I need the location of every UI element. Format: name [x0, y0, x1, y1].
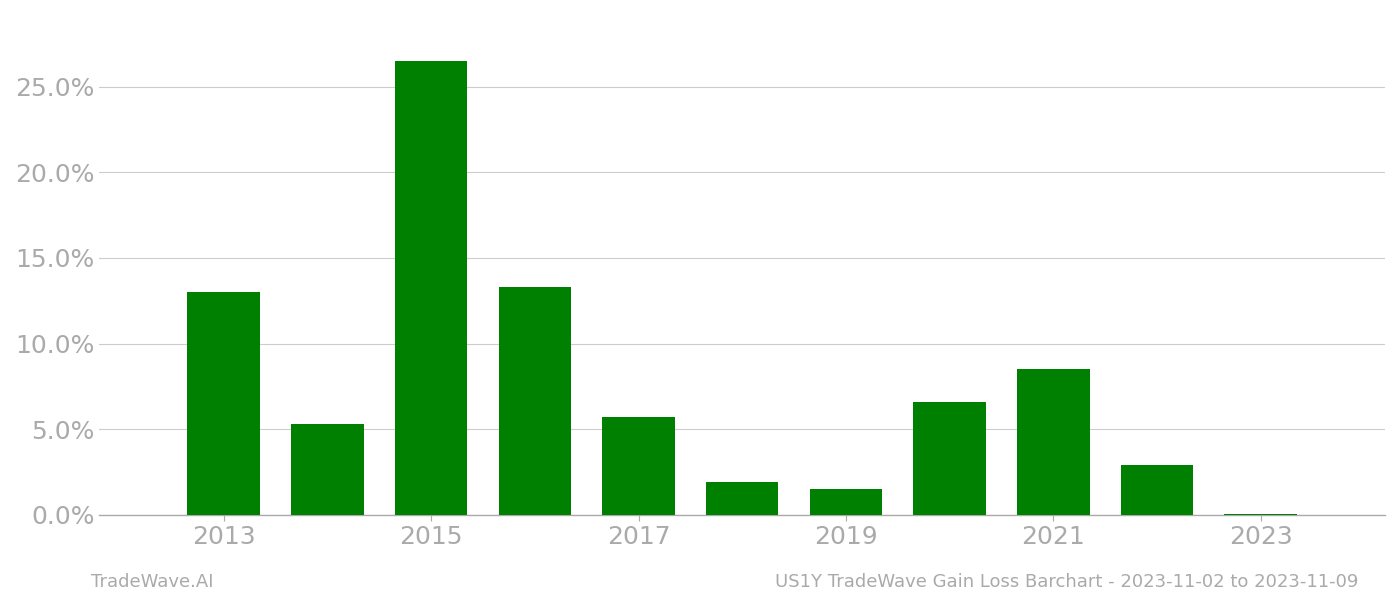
Bar — [498, 287, 571, 515]
Text: US1Y TradeWave Gain Loss Barchart - 2023-11-02 to 2023-11-09: US1Y TradeWave Gain Loss Barchart - 2023… — [774, 573, 1358, 591]
Bar — [291, 424, 364, 515]
Bar — [602, 417, 675, 515]
Bar — [395, 61, 468, 515]
Bar — [188, 292, 260, 515]
Bar — [1016, 369, 1089, 515]
Bar — [1120, 465, 1193, 515]
Bar — [706, 482, 778, 515]
Bar — [1224, 514, 1296, 515]
Bar — [809, 489, 882, 515]
Text: TradeWave.AI: TradeWave.AI — [91, 573, 213, 591]
Bar — [913, 401, 986, 515]
